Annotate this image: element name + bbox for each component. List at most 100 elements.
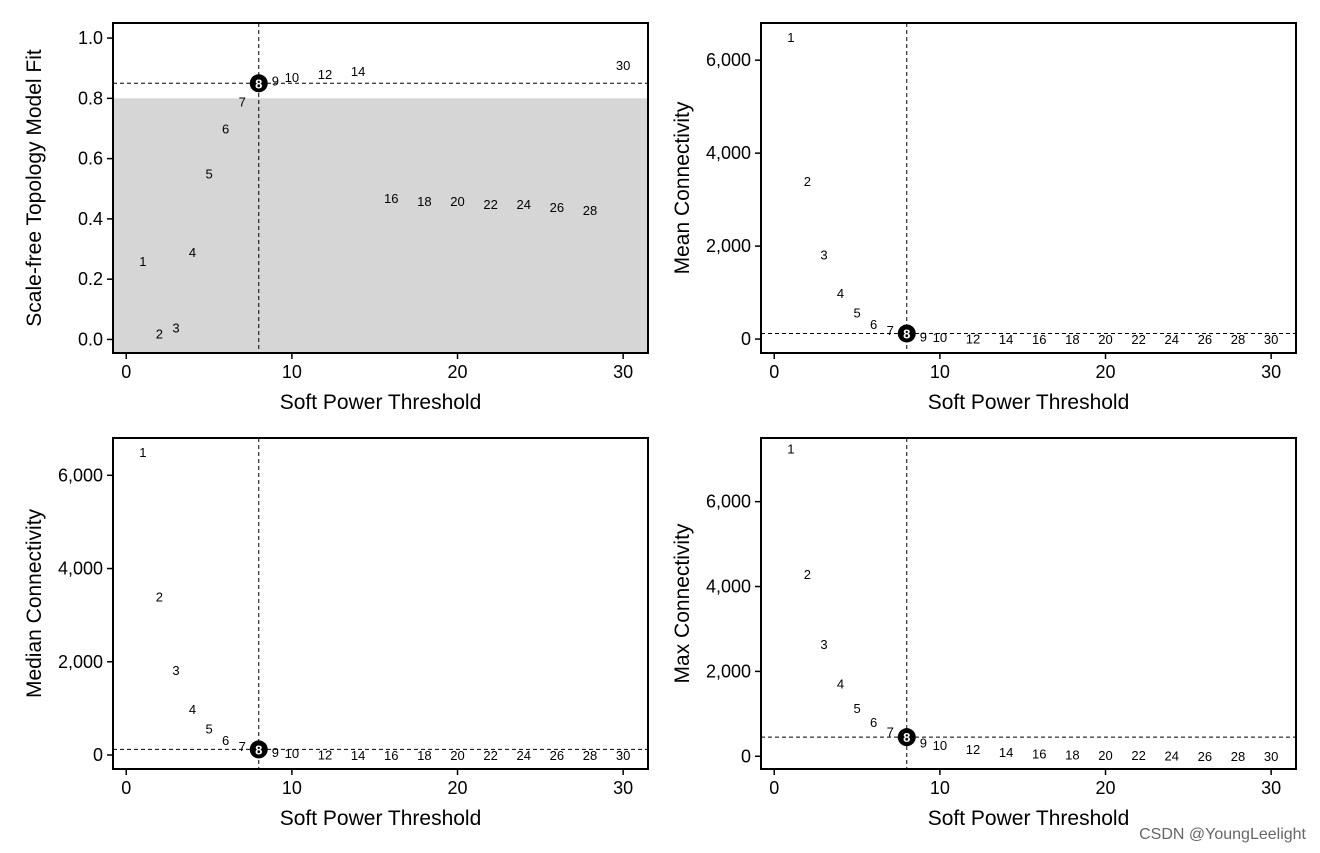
fit-point-label: 24: [517, 197, 531, 212]
mean-point-label: 24: [1165, 332, 1179, 347]
max-ytick-label: 0: [741, 746, 751, 766]
max-point-label: 9: [920, 736, 927, 751]
mean-point-label: 12: [966, 332, 980, 347]
max-xtick-label: 0: [769, 778, 779, 798]
median-xtick-label: 30: [613, 778, 633, 798]
max-point-label: 6: [870, 715, 877, 730]
mean-point-label: 4: [837, 286, 844, 301]
median-plot-frame: [112, 437, 649, 770]
mean-point-label: 9: [920, 329, 927, 344]
max-point-label: 16: [1032, 747, 1046, 762]
fit-point-label: 6: [222, 121, 229, 136]
max-point-label: 8: [903, 730, 910, 745]
mean-point-label: 5: [853, 306, 860, 321]
fit-ytick-label: 1.0: [78, 28, 103, 48]
median-point-highlight: [249, 740, 268, 759]
mean-point-label: 1: [787, 30, 794, 45]
mean-point-label: 8: [903, 326, 910, 341]
fit-plot-frame: [112, 22, 649, 354]
fit-xtick-label: 30: [613, 362, 633, 382]
max-xtick-label: 30: [1261, 778, 1281, 798]
median-point-label: 20: [450, 748, 464, 763]
fit-xtick-label: 20: [448, 362, 468, 382]
mean-point-label: 22: [1131, 332, 1145, 347]
median-point-label: 18: [417, 748, 431, 763]
max-ytick-label: 6,000: [706, 492, 751, 512]
max-point-label: 3: [820, 637, 827, 652]
max-point-label: 26: [1198, 749, 1212, 764]
median-point-label: 1: [139, 445, 146, 460]
fit-ytick-label: 0.8: [78, 88, 103, 108]
median-point-label: 5: [205, 721, 212, 736]
mean-y-axis-title: Mean Connectivity: [671, 101, 694, 274]
max-panel: 0 10 20 30 0 2,000 4,000 6,000 Soft Power Thresh…: [671, 437, 1297, 830]
fit-point-label: 2: [156, 326, 163, 341]
fit-point-label: 5: [205, 167, 212, 182]
median-point-label: 28: [583, 748, 597, 763]
median-ytick-label: 2,000: [58, 652, 103, 672]
max-plot-frame: [760, 437, 1297, 770]
mean-plot-frame: [760, 22, 1297, 354]
mean-ytick-label: 2,000: [706, 236, 751, 256]
max-point-label: 24: [1165, 748, 1179, 763]
median-point-label: 6: [222, 733, 229, 748]
fit-ytick-label: 0.4: [78, 209, 103, 229]
max-point-label: 30: [1264, 749, 1278, 764]
watermark-text: CSDN @YoungLeelight: [1139, 826, 1306, 843]
median-xtick-label: 0: [121, 778, 131, 798]
fit-point-label: 18: [417, 194, 431, 209]
max-point-label: 22: [1131, 748, 1145, 763]
max-xtick-label: 20: [1096, 778, 1116, 798]
fit-point-label: 30: [616, 58, 630, 73]
max-point-label: 2: [804, 567, 811, 582]
median-point-label: 16: [384, 748, 398, 763]
fit-y-axis-title: Scale-free Topology Model Fit: [23, 49, 46, 327]
mean-point-label: 7: [887, 323, 894, 338]
fit-point-label: 3: [172, 320, 179, 335]
fit-point-label: 7: [239, 94, 246, 109]
max-point-highlight: [897, 728, 916, 747]
mean-xtick-label: 30: [1261, 362, 1281, 382]
median-point-label: 30: [616, 748, 630, 763]
median-ytick-label: 6,000: [58, 465, 103, 485]
max-ytick-label: 4,000: [706, 577, 751, 597]
max-point-label: 20: [1098, 748, 1112, 763]
fit-point-label: 10: [285, 70, 299, 85]
fit-point-label: 14: [351, 64, 365, 79]
fit-point-label: 26: [550, 200, 564, 215]
fit-point-label: 1: [139, 254, 146, 269]
mean-point-label: 30: [1264, 332, 1278, 347]
fit-point-label: 16: [384, 191, 398, 206]
fit-point-label: 12: [318, 67, 332, 82]
mean-point-label: 2: [804, 174, 811, 189]
mean-point-label: 20: [1098, 332, 1112, 347]
max-point-label: 4: [837, 676, 844, 691]
mean-x-axis-title: Soft Power Threshold: [928, 391, 1130, 414]
mean-point-label: 26: [1198, 332, 1212, 347]
max-point-label: 5: [853, 701, 860, 716]
mean-point-highlight: [897, 324, 916, 343]
mean-point-label: 16: [1032, 332, 1046, 347]
max-point-label: 7: [887, 725, 894, 740]
max-point-label: 10: [933, 738, 947, 753]
mean-ytick-label: 0: [741, 329, 751, 349]
fit-xtick-label: 0: [121, 362, 131, 382]
mean-ytick-label: 6,000: [706, 50, 751, 70]
max-xtick-label: 10: [930, 778, 950, 798]
median-point-label: 24: [517, 748, 531, 763]
median-x-axis-title: Soft Power Threshold: [280, 807, 482, 830]
median-point-label: 7: [239, 739, 246, 754]
fit-point-label: 28: [583, 203, 597, 218]
mean-point-label: 14: [999, 332, 1013, 347]
median-point-label: 22: [483, 748, 497, 763]
mean-xtick-label: 20: [1096, 362, 1116, 382]
median-xtick-label: 10: [282, 778, 302, 798]
fit-ytick-label: 0.0: [78, 329, 103, 349]
max-point-label: 12: [966, 742, 980, 757]
mean-xtick-label: 10: [930, 362, 950, 382]
mean-xtick-label: 0: [769, 362, 779, 382]
mean-point-label: 3: [820, 247, 827, 262]
median-point-label: 10: [285, 746, 299, 761]
mean-ytick-label: 4,000: [706, 143, 751, 163]
fit-point-label: 20: [450, 194, 464, 209]
